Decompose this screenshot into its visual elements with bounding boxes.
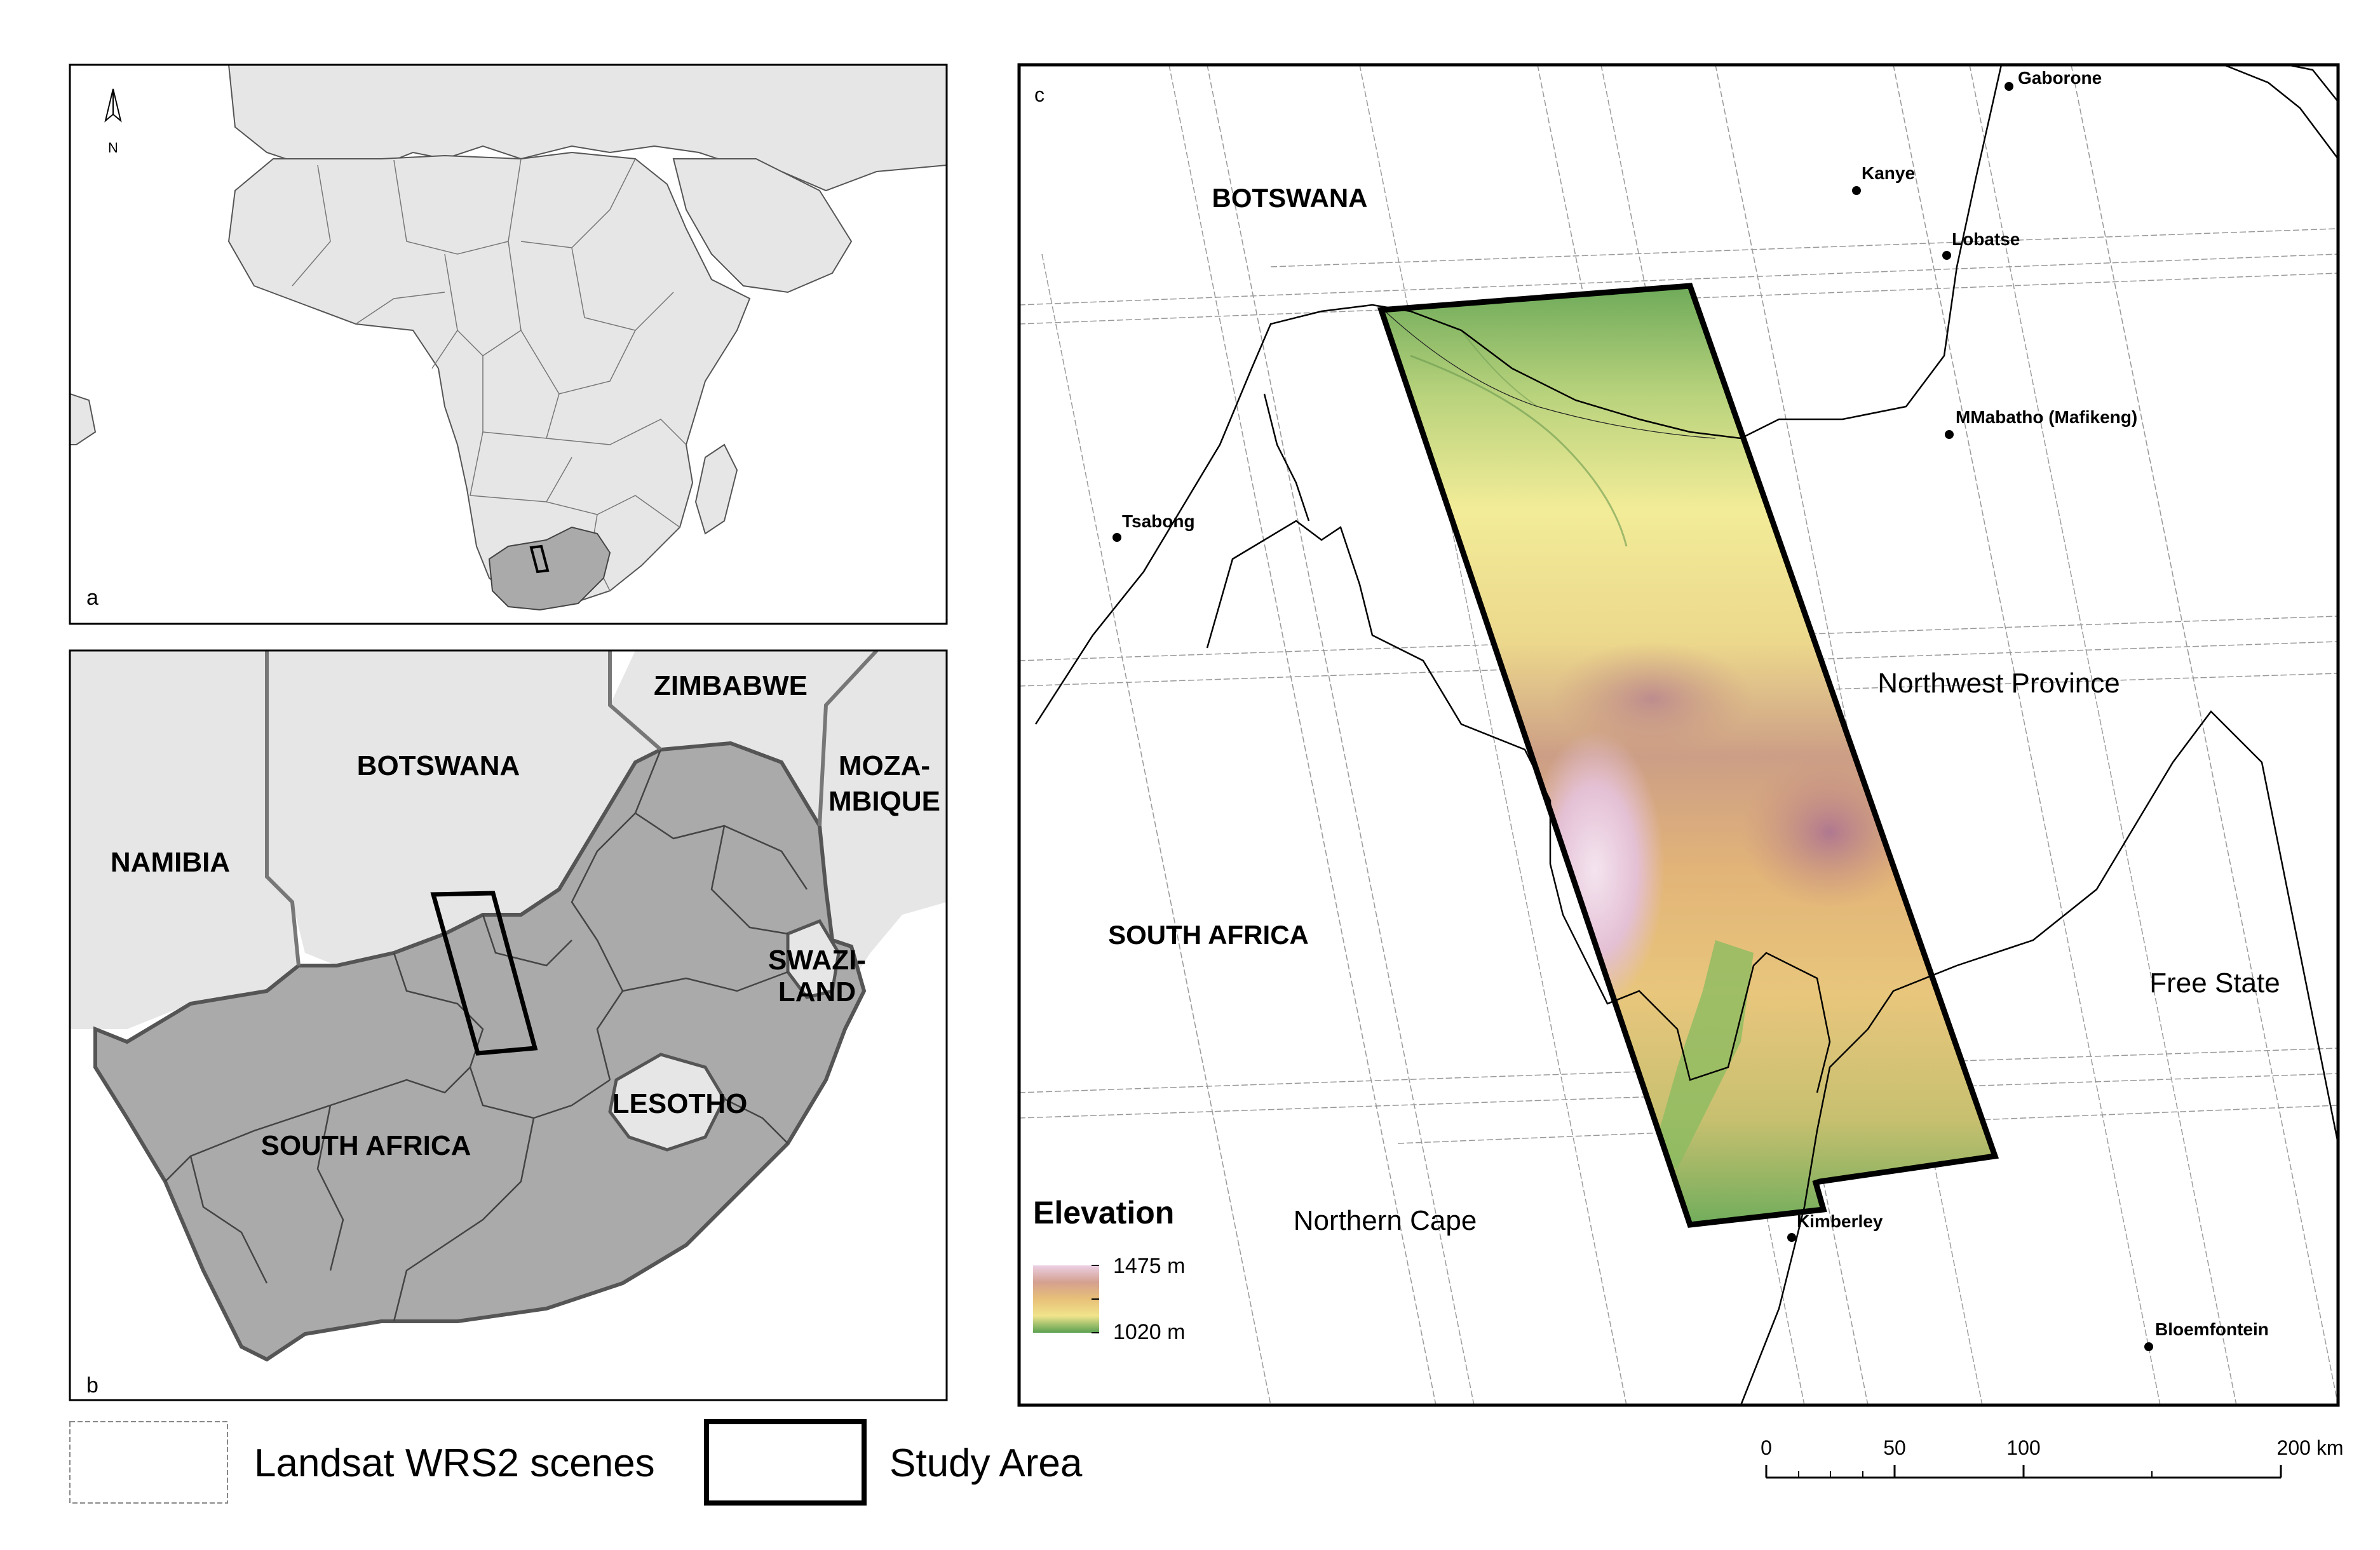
town-label: Lobatse (1952, 229, 2020, 249)
country-borders (265, 650, 879, 966)
panel-c-study-area-map: c BOTSWANA SOUTH AFRICA Northwest Provin… (1017, 63, 2340, 1407)
panel-c-borders (1034, 65, 2338, 1405)
wrs2-legend-label: Landsat WRS2 scenes (254, 1441, 655, 1485)
town-marker (1787, 1233, 1796, 1242)
study-area-legend-label: Study Area (889, 1441, 1083, 1485)
province-borders (165, 749, 808, 1322)
town-label: MMabatho (Mafikeng) (1956, 407, 2137, 427)
study-area-swatch (704, 1419, 867, 1506)
town-label: Kanye (1862, 163, 1915, 183)
town-label: Kimberley (1797, 1211, 1883, 1231)
panel-b-letter: b (86, 1373, 98, 1398)
river-lines (1384, 311, 1716, 439)
panel-a-landmasses (70, 65, 947, 611)
elevation-color-ramp (1033, 1265, 1099, 1333)
town-label: Gaborone (2018, 68, 2102, 88)
town-marker (2005, 82, 2013, 91)
scale-label-0: 0 (1761, 1436, 1772, 1459)
elevation-min-label: 1020 m (1113, 1320, 1185, 1344)
town-bloemfontein: Bloemfontein (2144, 1319, 2269, 1351)
south-america-edge (70, 393, 97, 445)
town-marker (1942, 251, 1951, 260)
label-lesotho: LESOTHO (612, 1088, 748, 1119)
label-swaziland-1: SWAZI- (768, 945, 866, 976)
town-mmabatho: MMabatho (Mafikeng) (1945, 407, 2137, 439)
south-africa-highlight (488, 526, 611, 611)
panel-b-frame (69, 649, 948, 1401)
scale-label-200: 200 km (2277, 1436, 2344, 1459)
panel-a-frame (69, 64, 948, 625)
north-arrow-icon: N (104, 88, 122, 156)
label-south-africa-c: SOUTH AFRICA (1108, 920, 1309, 950)
scale-label-100: 100 (2006, 1436, 2040, 1459)
namibia-fill (70, 737, 299, 1029)
town-marker (2144, 1342, 2153, 1351)
north-label: N (108, 140, 118, 156)
label-botswana-b: BOTSWANA (357, 750, 520, 781)
scale-label-50: 50 (1883, 1436, 1906, 1459)
town-lobatse: Lobatse (1942, 229, 2020, 260)
elevation-max-label: 1475 m (1113, 1254, 1185, 1278)
label-northwest-province: Northwest Province (1877, 668, 2120, 699)
neighbours-fill (70, 650, 947, 1029)
label-northern-cape: Northern Cape (1294, 1205, 1477, 1236)
africa-landmass (227, 151, 751, 604)
town-marker (1945, 430, 1954, 439)
label-zimbabwe: ZIMBABWE (654, 670, 808, 701)
elevation-legend-title: Elevation (1033, 1195, 1174, 1230)
label-free-state: Free State (2149, 967, 2280, 999)
lesotho-fill (608, 1053, 726, 1152)
label-botswana-c: BOTSWANA (1212, 183, 1368, 213)
panel-c-frame (1017, 63, 2340, 1407)
label-mozambique-1: MOZA- (839, 750, 930, 781)
panel-a-overview-map: N a (69, 64, 948, 625)
panel-a-letter: a (86, 586, 98, 610)
town-gaborone: Gaborone (2005, 68, 2102, 91)
panel-b-study-area (430, 891, 538, 1056)
elevation-legend: Elevation 1475 m 1020 m (1033, 1195, 1185, 1344)
town-marker (1852, 186, 1861, 195)
label-swaziland-2: LAND (778, 976, 856, 1008)
town-tsabong: Tsabong (1112, 511, 1195, 542)
madagascar-landmass (694, 443, 738, 535)
wrs2-swatch (69, 1421, 228, 1504)
map-legend: Landsat WRS2 scenes Study Area (69, 1419, 1083, 1506)
label-south-africa-b: SOUTH AFRICA (261, 1130, 471, 1161)
panel-b-regional-map: ZIMBABWE BOTSWANA NAMIBIA MOZA- MBIQUE S… (69, 649, 948, 1401)
town-kanye: Kanye (1852, 163, 1915, 195)
label-namibia: NAMIBIA (111, 847, 230, 878)
study-area-outline (1377, 283, 1999, 1228)
scale-bar: 0 50 100 200 km (1761, 1436, 2344, 1479)
panel-a-study-area (529, 544, 550, 574)
town-label: Tsabong (1122, 511, 1195, 531)
town-marker (1112, 533, 1121, 542)
town-kimberley: Kimberley (1787, 1211, 1883, 1242)
town-label: Bloemfontein (2155, 1319, 2269, 1339)
botswana-namibia-fill (70, 650, 661, 966)
panel-c-letter: c (1034, 83, 1045, 106)
arabia-landmass (672, 158, 853, 293)
label-mozambique-2: MBIQUE (828, 786, 940, 817)
